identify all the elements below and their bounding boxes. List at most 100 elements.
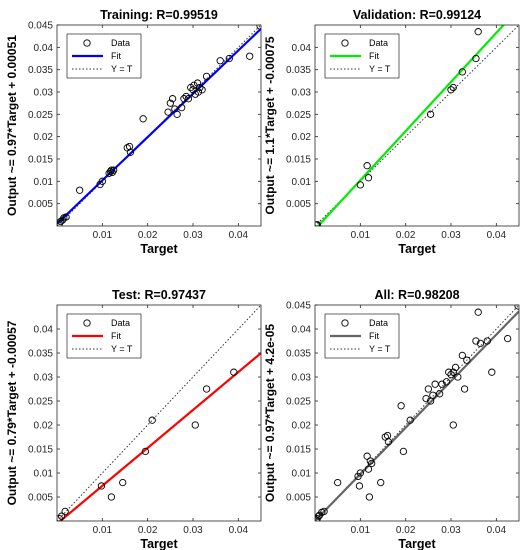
axes-frame: [56, 304, 262, 522]
data-point: [377, 478, 385, 487]
x-tick-label: 0.03: [441, 525, 461, 536]
x-axis-label: Target: [140, 242, 178, 256]
data-point: [355, 482, 364, 490]
x-tick-label: 0.04: [487, 230, 507, 241]
y-tick-label: 0.005: [28, 199, 53, 210]
data-point: [315, 221, 321, 226]
x-tick-label: 0.01: [93, 525, 113, 536]
data-point: [447, 86, 455, 94]
identity-line: [315, 25, 519, 226]
y-tick-label: 0.035: [286, 65, 311, 76]
data-point: [445, 368, 453, 376]
y-tick-label: 0.04: [292, 325, 312, 336]
y-axis-label: Output ~= 1.1*Target + -0.00075: [263, 36, 277, 215]
y-tick-label: 0.005: [286, 199, 311, 210]
data-point: [166, 99, 174, 107]
plot-contents: [315, 305, 519, 521]
data-point: [184, 95, 193, 103]
legend: Data Fit Y = T: [66, 33, 142, 79]
data-point: [399, 447, 408, 456]
data-point: [363, 162, 371, 170]
data-point: [364, 174, 373, 182]
y-axis-label: Output ~= 0.97*Target + 4.2e-05: [263, 324, 277, 503]
data-point: [230, 368, 238, 376]
x-tick-label: 0.01: [93, 230, 113, 241]
legend: Data Fit Y = T: [324, 313, 400, 359]
data-point: [454, 373, 462, 381]
y-tick-label: 0.045: [28, 21, 53, 32]
y-tick-label: 0.025: [286, 110, 311, 121]
data-point: [148, 416, 156, 424]
data-point: [110, 166, 118, 174]
data-point: [504, 334, 512, 343]
axes-frame: [56, 24, 262, 227]
chart-title: Validation: R=0.99124: [353, 8, 481, 22]
legend-label: Data: [111, 318, 130, 328]
legend-label: Fit: [369, 51, 379, 61]
y-tick-label: 0.015: [28, 155, 53, 166]
data-point: [436, 390, 444, 398]
y-tick-label: 0.02: [34, 132, 54, 143]
y-tick-label: 0.035: [286, 349, 311, 360]
data-point: [76, 186, 84, 194]
y-axis-label: Output ~= 0.79*Target + -0.00057: [5, 320, 19, 505]
data-point: [246, 52, 254, 60]
data-point: [97, 482, 106, 490]
y-tick-label: 0.02: [34, 421, 54, 432]
x-tick-label: 0.01: [351, 525, 371, 536]
data-point: [429, 391, 437, 399]
data-point: [196, 83, 204, 92]
legend-label: Data: [369, 318, 388, 328]
legend-label: Y = T: [111, 344, 133, 354]
x-tick-label: 0.04: [229, 230, 249, 241]
x-tick-label: 0.01: [351, 230, 371, 241]
legend-label: Y = T: [369, 64, 391, 74]
data-point: [57, 514, 63, 521]
data-point: [191, 421, 199, 429]
data-point: [141, 447, 150, 456]
data-point: [463, 356, 471, 364]
data-point: [256, 25, 261, 30]
y-tick-label: 0.02: [292, 421, 312, 432]
all-panel: 0.01 0.02 0.03 0.04 0.005 0.01 0.015 0.02 0.025 0…: [263, 288, 520, 550]
data-point: [182, 92, 190, 101]
data-point: [449, 83, 457, 92]
data-point: [216, 57, 224, 65]
y-tick-label: 0.045: [286, 301, 311, 312]
data-point: [108, 168, 116, 177]
data-point: [356, 181, 364, 189]
data-point: [460, 385, 469, 393]
data-point: [107, 493, 116, 501]
data-point: [356, 469, 364, 477]
fit-line: [315, 310, 519, 521]
y-tick-label: 0.035: [28, 65, 53, 76]
data-point: [488, 368, 496, 376]
data-point: [139, 115, 147, 123]
x-tick-label: 0.04: [487, 525, 507, 536]
legend-label: Fit: [111, 331, 121, 341]
data-point: [202, 385, 211, 393]
x-tick-label: 0.03: [183, 230, 203, 241]
data-point: [442, 378, 451, 386]
y-tick-label: 0.01: [292, 469, 312, 480]
data-point: [62, 213, 70, 221]
axes-frame: [314, 304, 520, 522]
data-point: [194, 88, 203, 96]
y-tick-label: 0.015: [286, 155, 311, 166]
test-panel: 0.01 0.02 0.03 0.04 0.005 0.01 0.015 0.02 0.025 0…: [5, 288, 262, 550]
legend-label: Data: [369, 38, 388, 48]
legend: Data Fit Y = T: [66, 313, 142, 359]
axes-frame: [314, 24, 520, 227]
data-point: [126, 148, 135, 156]
data-point: [406, 416, 414, 424]
x-tick-label: 0.03: [441, 230, 461, 241]
y-tick-label: 0.035: [28, 349, 53, 360]
y-tick-label: 0.025: [28, 110, 53, 121]
data-point: [320, 507, 328, 516]
x-axis-label: Target: [398, 537, 436, 550]
x-tick-label: 0.02: [138, 230, 158, 241]
identity-line: [57, 25, 261, 226]
y-tick-label: 0.01: [292, 177, 312, 188]
data-point: [168, 95, 177, 103]
y-tick-label: 0.01: [34, 177, 54, 188]
